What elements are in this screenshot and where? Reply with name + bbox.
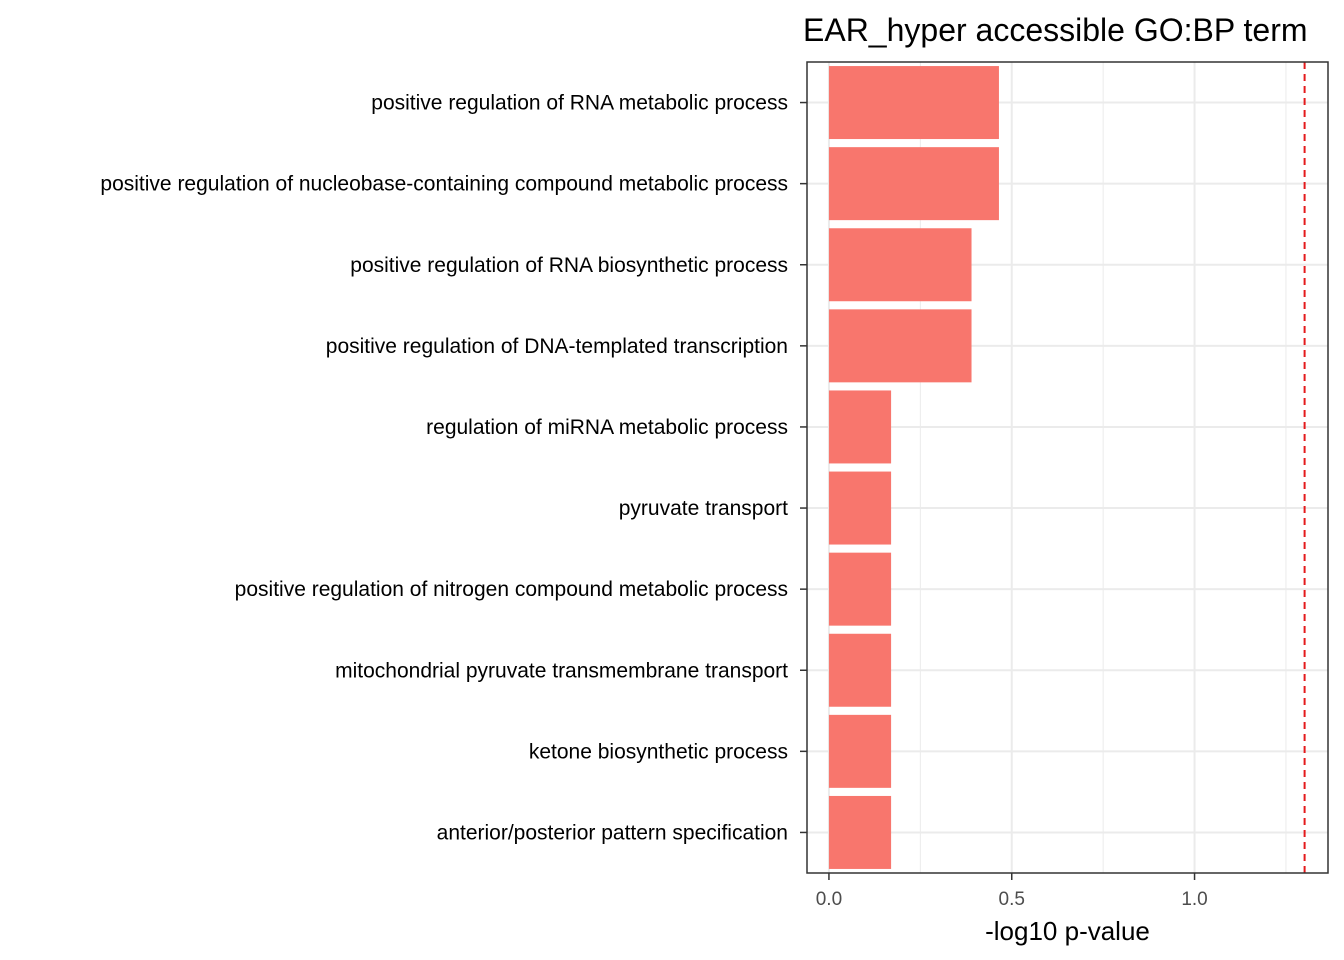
- x-tick-label: 0.0: [816, 889, 842, 910]
- bar: [828, 390, 892, 464]
- plot-panel-border: [806, 61, 1329, 874]
- x-tick-label: 0.5: [999, 889, 1025, 910]
- chart-title: EAR_hyper accessible GO:BP term: [803, 12, 1308, 48]
- x-tick-label: 1.0: [1181, 889, 1207, 910]
- bar: [828, 309, 972, 383]
- bar: [828, 228, 972, 302]
- y-tick-label: positive regulation of RNA metabolic pro…: [371, 92, 788, 115]
- bar: [828, 714, 892, 788]
- bar: [828, 471, 892, 545]
- y-axis: positive regulation of RNA metabolic pro…: [100, 92, 807, 844]
- y-tick-label: pyruvate transport: [619, 497, 788, 520]
- y-tick-label: positive regulation of nucleobase-contai…: [100, 173, 788, 196]
- y-tick-label: mitochondrial pyruvate transmembrane tra…: [335, 659, 788, 682]
- y-tick-label: positive regulation of DNA-templated tra…: [326, 335, 788, 358]
- bar: [828, 552, 892, 626]
- bar: [828, 147, 999, 221]
- x-axis: 0.0 0.5 1.0: [816, 873, 1208, 910]
- bar: [828, 66, 999, 140]
- bars: [828, 66, 999, 869]
- bar: [828, 795, 892, 869]
- y-tick-label: regulation of miRNA metabolic process: [426, 416, 788, 439]
- x-axis-title: -log10 p-value: [985, 916, 1150, 946]
- y-tick-label: positive regulation of nitrogen compound…: [235, 578, 788, 601]
- y-tick-label: anterior/posterior pattern specification: [437, 821, 788, 844]
- y-tick-label: positive regulation of RNA biosynthetic …: [350, 254, 788, 277]
- bar: [828, 633, 892, 707]
- y-tick-label: ketone biosynthetic process: [529, 740, 788, 763]
